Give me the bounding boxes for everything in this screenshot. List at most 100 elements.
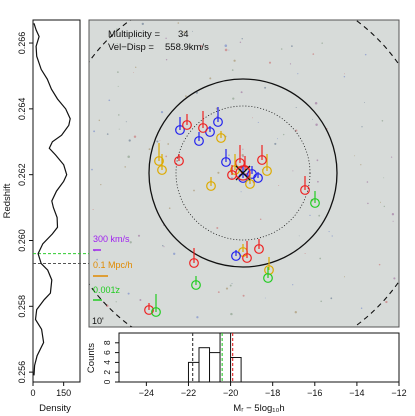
background-star: [106, 133, 109, 135]
background-star: [317, 180, 319, 183]
background-star: [216, 227, 219, 229]
histogram-y-tick-label: 2: [102, 370, 112, 375]
histogram-bar: [187, 361, 200, 383]
background-stars: [91, 22, 396, 319]
background-star: [264, 297, 266, 299]
background-star: [231, 69, 234, 71]
background-star: [378, 263, 381, 266]
background-star: [251, 117, 253, 119]
histogram-x-tick-label: −24: [139, 388, 154, 398]
density-x-label: Density: [39, 403, 71, 414]
background-star: [364, 53, 367, 56]
histogram-y-label: Counts: [86, 343, 97, 373]
distance-scale-label: 0.1 Mpc/h: [93, 260, 133, 270]
background-star: [96, 258, 98, 261]
veldisp-value: 558.9km/s: [165, 42, 209, 53]
background-star: [124, 166, 126, 168]
histogram-y-axis: 0 2 4 6 8: [102, 340, 119, 384]
background-star: [165, 37, 167, 40]
background-star: [379, 201, 382, 203]
density-x-axis: 0 150: [30, 382, 71, 398]
background-star: [295, 106, 297, 109]
background-star: [360, 164, 362, 166]
background-star: [257, 121, 259, 123]
background-star: [195, 91, 198, 94]
background-star: [167, 143, 170, 145]
background-star: [298, 235, 300, 237]
background-star: [127, 292, 130, 295]
background-star: [309, 214, 311, 217]
background-star: [91, 168, 93, 171]
background-star: [328, 231, 330, 233]
histogram-x-tick-label: −22: [181, 388, 196, 398]
histogram-y-tick-label: 4: [102, 360, 112, 365]
background-star: [183, 30, 186, 33]
background-star: [343, 276, 346, 278]
background-star: [259, 218, 262, 221]
background-star: [133, 72, 134, 73]
background-star: [385, 300, 388, 304]
background-star: [360, 307, 363, 310]
density-y-axis: 0.256 0.258 0.260 0.262 0.264 0.266: [17, 32, 33, 384]
background-star: [160, 110, 164, 114]
background-star: [125, 121, 127, 123]
density-y-tick-label: 0.266: [17, 32, 27, 55]
background-star: [156, 140, 159, 143]
background-star: [163, 246, 165, 248]
background-star: [133, 135, 137, 138]
histogram-frame: [118, 332, 400, 383]
histogram-y-tick-label: 6: [102, 350, 112, 355]
background-star: [240, 91, 243, 94]
background-star: [165, 155, 168, 158]
background-star: [116, 28, 118, 31]
background-star: [319, 257, 322, 260]
histogram-bar: [198, 347, 211, 383]
corner-scale-label: 10': [92, 316, 104, 326]
background-star: [292, 284, 294, 286]
histogram-x-axis: −24 −22 −20 −18 −16 −14 −12: [139, 382, 407, 398]
background-star: [343, 75, 346, 78]
scale-legend: 300 km/s 0.1 Mpc/h 0.001z: [93, 234, 133, 301]
background-star: [242, 148, 244, 150]
background-star: [229, 284, 232, 287]
background-star: [224, 48, 228, 52]
histogram-reference-lines: [192, 333, 234, 382]
background-star: [361, 126, 363, 128]
histogram-y-tick-label: 0: [102, 379, 112, 384]
background-star: [108, 99, 111, 102]
background-star: [280, 48, 283, 50]
background-star: [196, 316, 199, 319]
density-plot-frame: [32, 19, 81, 383]
background-star: [135, 66, 137, 69]
velocity-scale-label: 300 km/s: [93, 234, 130, 244]
background-star: [192, 30, 193, 32]
background-star: [177, 22, 180, 24]
background-star: [116, 43, 118, 45]
density-y-tick-label: 0.260: [17, 229, 27, 252]
background-star: [232, 97, 235, 100]
multiplicity-value: 34: [178, 29, 189, 40]
background-star: [318, 214, 321, 217]
background-star: [331, 235, 333, 237]
density-y-tick-label: 0.264: [17, 98, 27, 121]
background-star: [289, 63, 292, 65]
background-star: [159, 139, 161, 141]
background-star: [354, 155, 356, 157]
background-star: [316, 159, 319, 162]
background-star: [320, 300, 323, 303]
background-star: [230, 312, 233, 316]
background-star: [173, 252, 176, 255]
density-y-tick-label: 0.256: [17, 361, 27, 384]
background-star: [283, 133, 285, 136]
density-reference-lines: [33, 253, 89, 265]
background-star: [391, 213, 395, 216]
background-star: [165, 59, 168, 61]
background-star: [304, 253, 306, 254]
background-star: [217, 291, 220, 294]
background-star: [294, 311, 297, 314]
background-star: [315, 123, 318, 126]
background-star: [278, 185, 280, 187]
background-star: [228, 49, 230, 51]
background-star: [217, 171, 220, 174]
histogram-bar: [230, 357, 242, 383]
